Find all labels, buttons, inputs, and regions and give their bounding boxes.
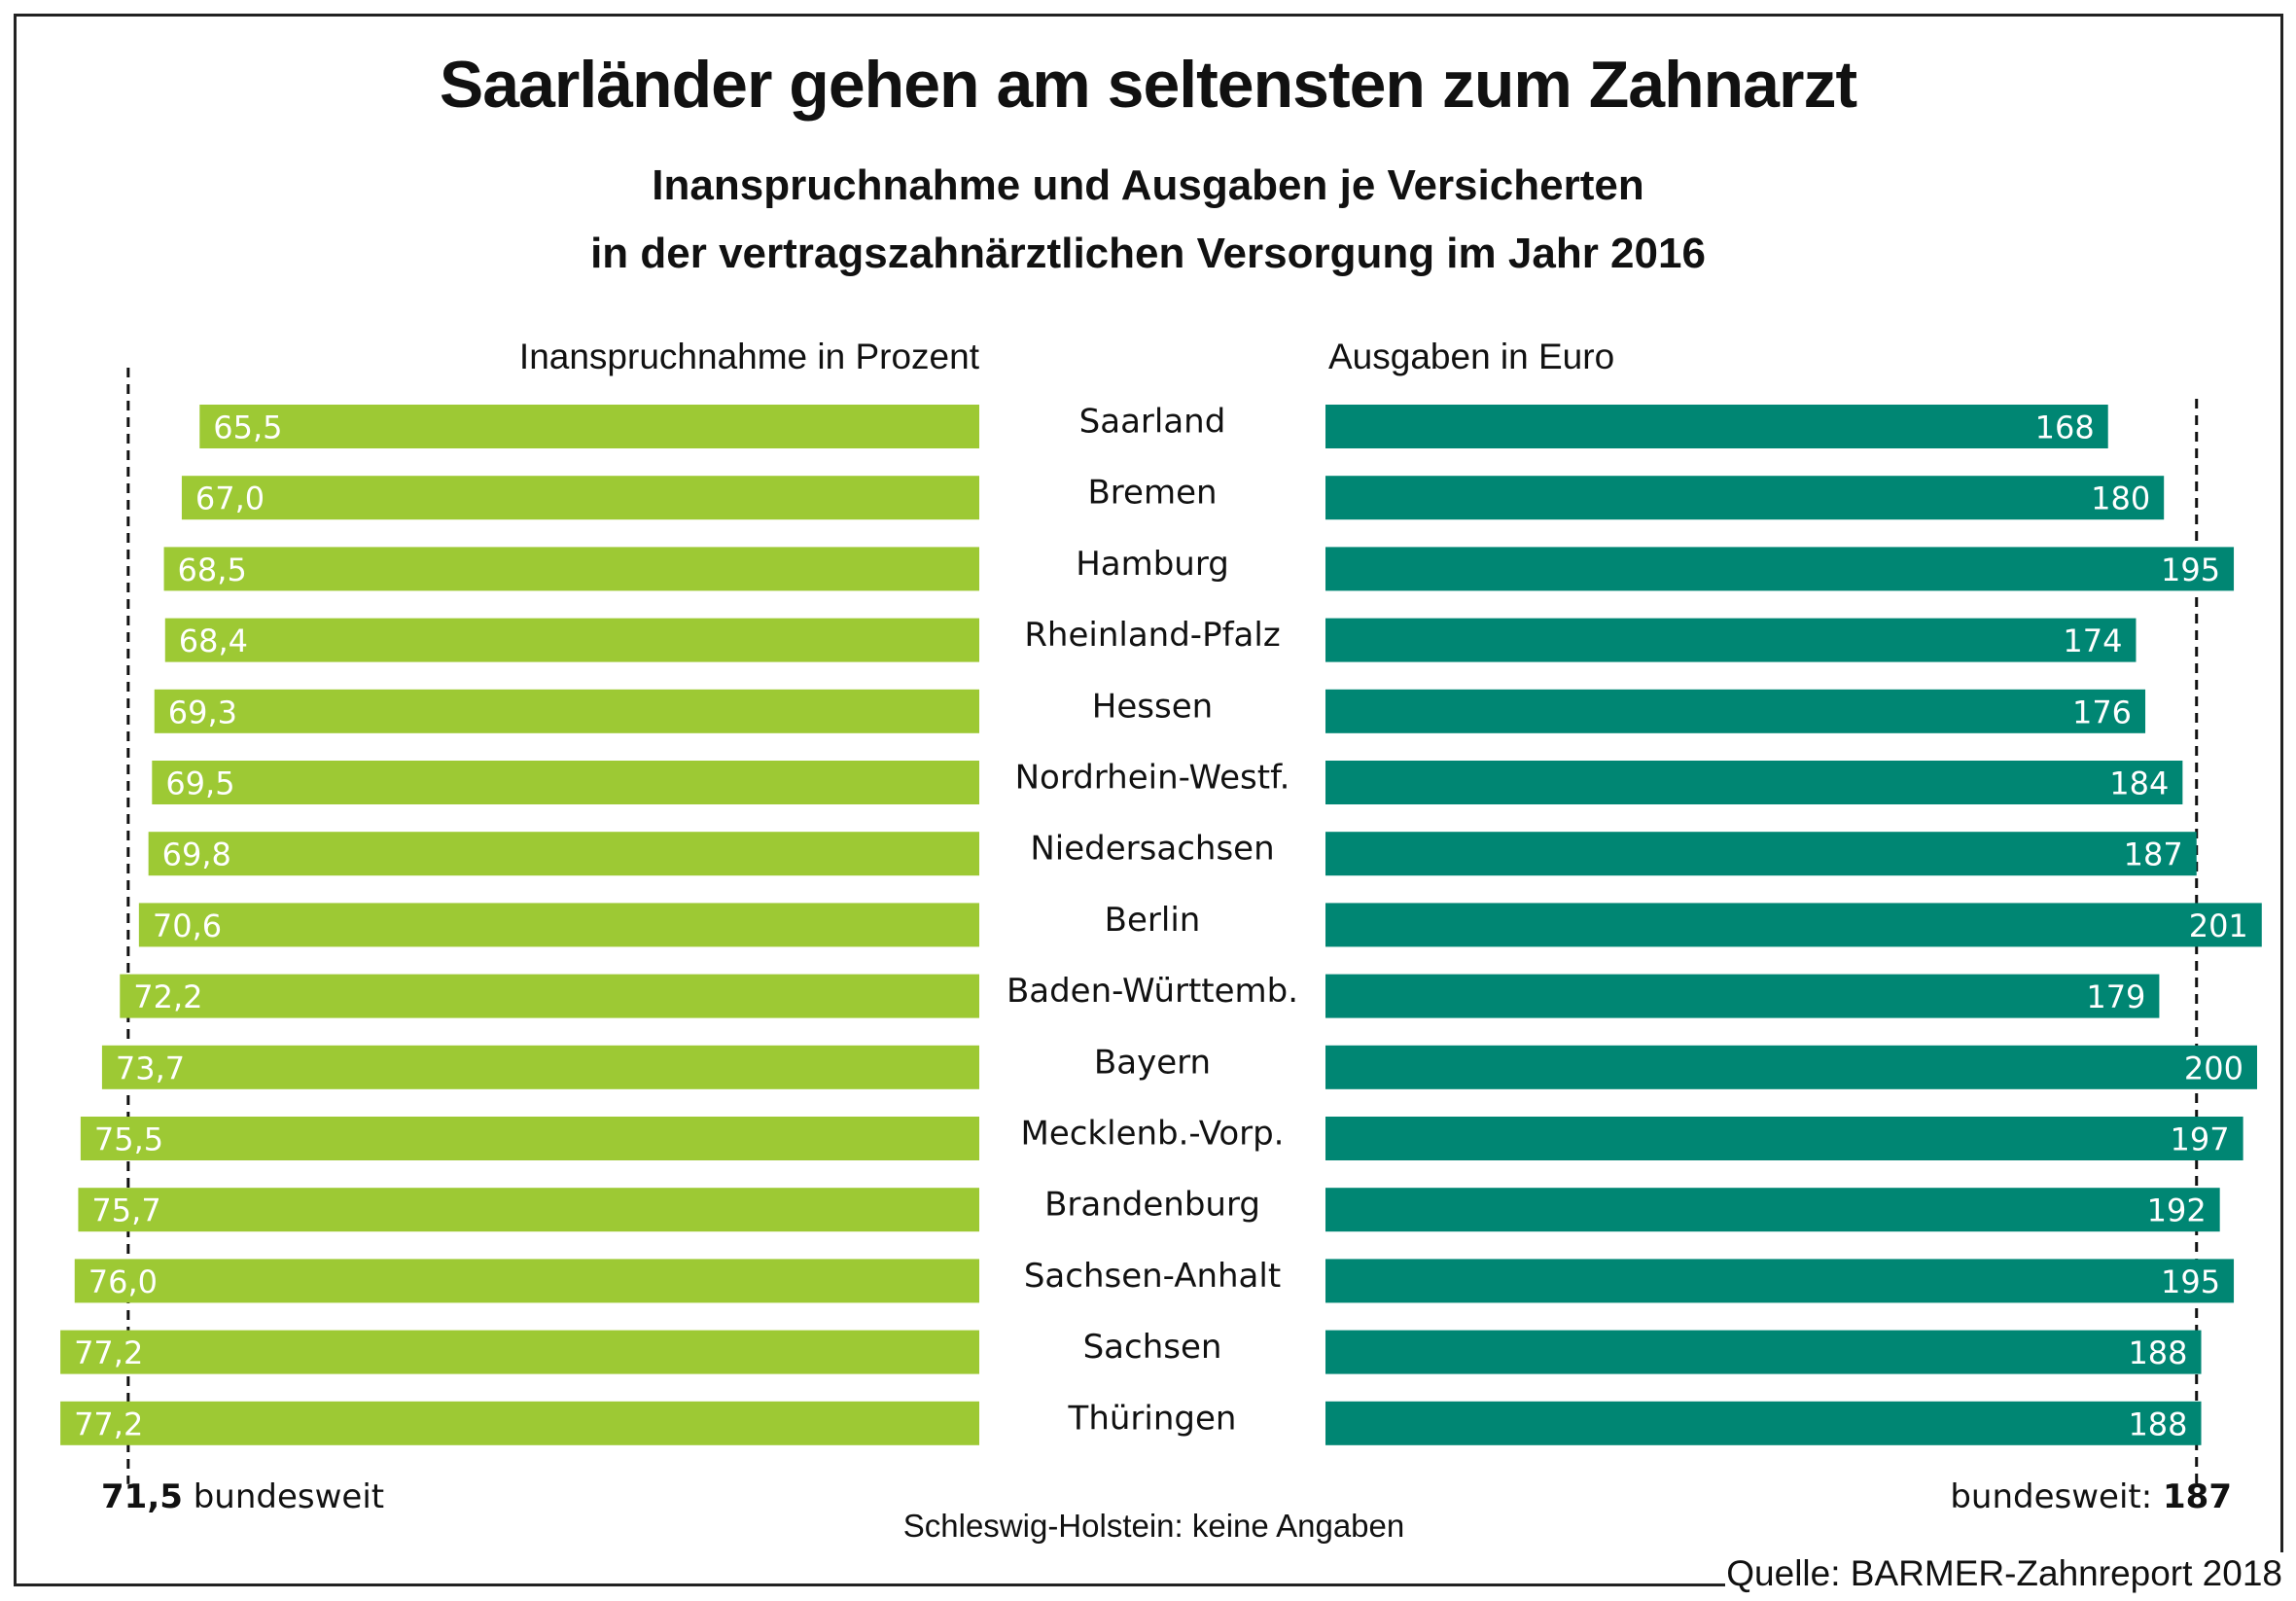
right-bar-value-label: 197 [2171,1121,2230,1158]
right-bar [1325,689,2146,733]
left-bar-value-label: 68,5 [178,551,247,588]
left-bar [101,1045,980,1089]
left-bar [138,903,979,947]
right-bar-value-label: 180 [2091,480,2150,517]
left-bar-value-label: 75,7 [91,1192,160,1229]
right-bar [1325,618,2137,662]
left-bar-value-label: 70,6 [153,907,222,944]
right-bar-value-label: 168 [2035,409,2095,446]
left-bar-value-label: 69,8 [162,836,231,873]
left-bar-value-label: 76,0 [88,1263,158,1300]
right-bar [1325,1117,2243,1160]
left-national-average: 71,5 bundesweit [101,1477,384,1516]
state-label: Baden-Württemb. [1007,972,1298,1011]
right-bar [1325,476,2165,520]
left-bar [154,689,979,733]
right-bar-value-label: 188 [2128,1405,2187,1442]
state-label: Thüringen [1068,1399,1237,1438]
state-label: Niedersachsen [1030,830,1274,869]
state-label: Nordrhein-Westf. [1015,759,1290,798]
left-average-value: 71,5 [101,1477,183,1516]
state-label: Rheinland-Pfalz [1024,616,1280,655]
left-bar-value-label: 68,4 [179,623,248,659]
right-bar [1325,1259,2235,1303]
right-bar [1325,1188,2220,1232]
right-bar [1325,405,2108,448]
right-bar [1325,1330,2202,1374]
left-bar [164,618,979,662]
right-bar [1325,1401,2202,1445]
frame-border-bottom [14,1583,1725,1586]
state-label: Saarland [1079,403,1226,442]
left-bar-value-label: 73,7 [116,1050,185,1086]
state-label: Bayern [1094,1043,1211,1082]
left-average-text: bundesweit [182,1477,385,1516]
right-bar-value-label: 200 [2184,1050,2243,1086]
right-bar-value-label: 192 [2147,1192,2207,1229]
left-bar [120,974,980,1018]
left-bar [199,405,979,448]
chart-subtitle-line-2: in der vertragszahnärztlichen Versorgung… [590,230,1706,277]
right-average-value: 187 [2163,1477,2232,1516]
right-bar-value-label: 187 [2124,836,2183,873]
left-bar [80,1117,979,1160]
right-bar-value-label: 188 [2128,1334,2187,1371]
left-bar [148,832,979,876]
frame-border-left [14,14,17,1586]
right-bar-value-label: 195 [2161,551,2220,588]
left-bar-value-label: 77,2 [74,1405,143,1442]
right-bar-value-label: 174 [2063,623,2122,659]
right-bar [1325,903,2262,947]
chart-subtitle-line-1: Inanspruchnahme und Ausgaben je Versiche… [652,161,1644,209]
left-bar-value-label: 65,5 [213,409,282,446]
right-bar [1325,1045,2257,1089]
left-bar [78,1188,979,1232]
chart-title: Saarländer gehen am seltensten zum Zahna… [439,48,1857,122]
right-bar-value-label: 184 [2109,765,2169,802]
state-label: Brandenburg [1044,1186,1260,1225]
missing-data-note: Schleswig-Holstein: keine Angaben [902,1508,1405,1544]
left-bar [152,761,979,804]
right-bar [1325,761,2183,804]
left-series-heading: Inanspruchnahme in Prozent [518,337,979,376]
right-bar-value-label: 195 [2161,1263,2220,1300]
left-bar [60,1330,979,1374]
left-bar-value-label: 69,3 [168,694,237,730]
frame-border-right [2280,14,2283,1552]
left-bar-value-label: 67,0 [195,480,265,517]
right-average-text: bundesweit: [1950,1477,2164,1516]
state-label: Hamburg [1076,545,1229,584]
right-series-heading: Ausgaben in Euro [1328,337,1615,376]
left-bar [181,476,980,520]
left-bar [60,1401,979,1445]
right-bar-value-label: 179 [2086,978,2145,1015]
source-credit: Quelle: BARMER-Zahnreport 2018 [1726,1553,2282,1593]
right-bar [1325,547,2235,591]
state-label: Berlin [1105,901,1201,940]
right-bar [1325,832,2197,876]
state-label: Sachsen-Anhalt [1024,1257,1281,1296]
left-bar-value-label: 72,2 [133,978,202,1015]
left-bar-value-label: 69,5 [165,765,234,802]
right-bar-value-label: 176 [2072,694,2132,730]
state-label: Hessen [1092,687,1213,726]
frame-border-top [14,14,2283,17]
left-bar [74,1259,979,1303]
left-bar-value-label: 75,5 [94,1121,163,1158]
left-bar-value-label: 77,2 [74,1334,143,1371]
right-national-average: bundesweit: 187 [1950,1477,2232,1516]
state-label: Bremen [1087,474,1217,513]
left-bar [163,547,979,591]
right-bar-value-label: 201 [2189,907,2248,944]
state-label: Sachsen [1083,1328,1222,1367]
right-bar [1325,974,2160,1018]
state-label: Mecklenb.-Vorp. [1020,1115,1284,1154]
